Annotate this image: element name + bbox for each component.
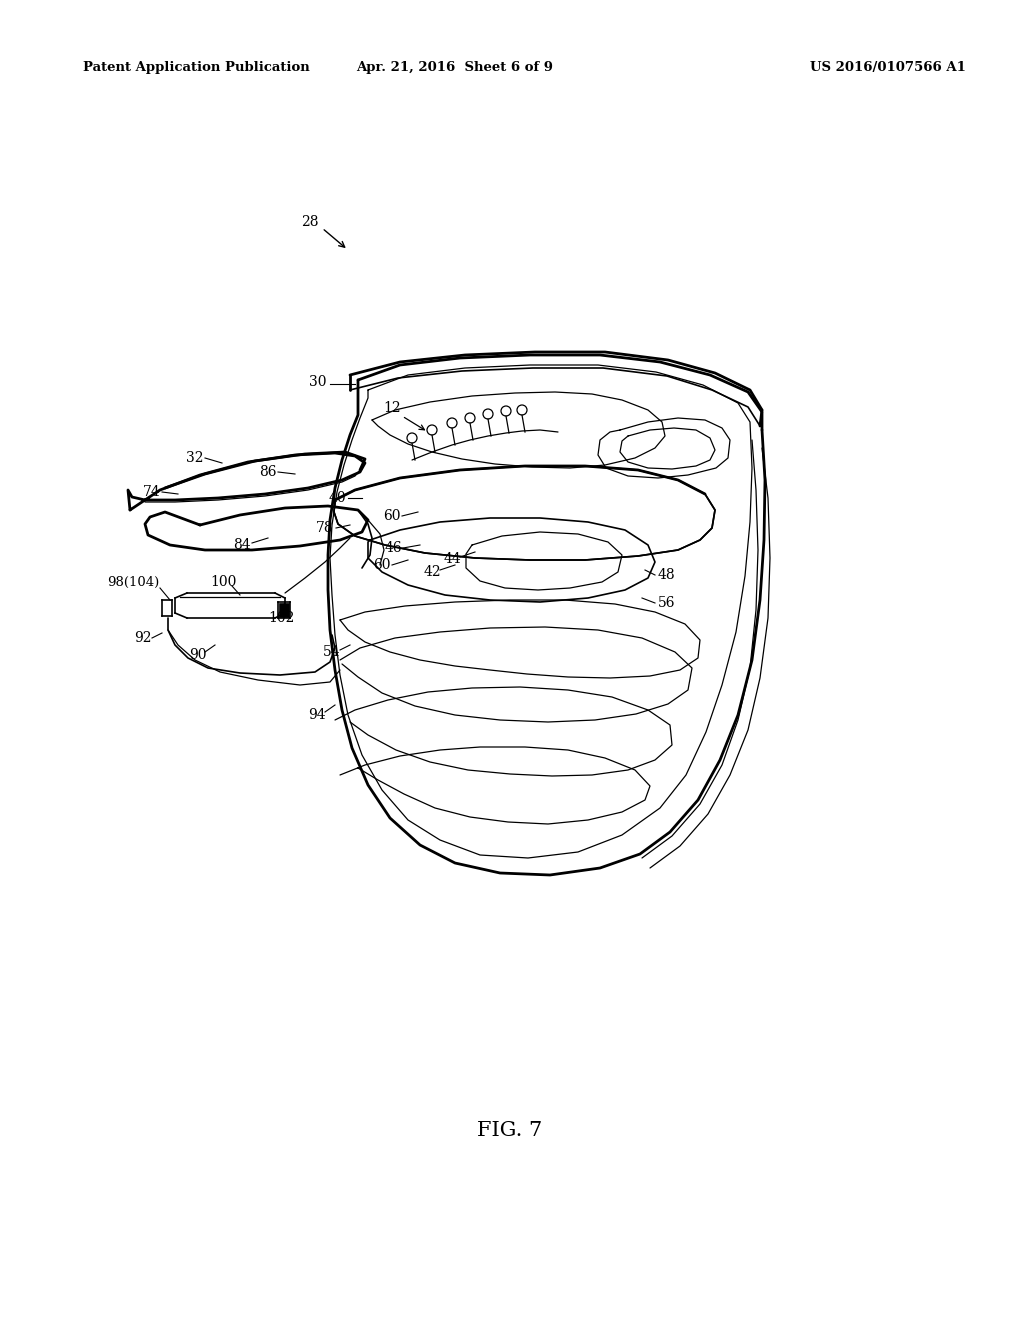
Text: US 2016/0107566 A1: US 2016/0107566 A1 — [810, 62, 966, 74]
Bar — [279, 603, 289, 616]
Text: 84: 84 — [233, 539, 251, 552]
Text: Apr. 21, 2016  Sheet 6 of 9: Apr. 21, 2016 Sheet 6 of 9 — [356, 62, 554, 74]
Text: 60: 60 — [374, 558, 391, 572]
Text: 42: 42 — [423, 565, 440, 579]
Text: 40: 40 — [328, 491, 346, 506]
Text: 44: 44 — [443, 552, 461, 566]
Text: 60: 60 — [383, 510, 400, 523]
Text: 48: 48 — [658, 568, 676, 582]
Text: FIG. 7: FIG. 7 — [477, 1121, 543, 1139]
Text: 54: 54 — [324, 645, 341, 659]
Text: 46: 46 — [384, 541, 401, 554]
Text: 100: 100 — [210, 576, 237, 589]
Text: 102: 102 — [269, 611, 295, 624]
Text: 56: 56 — [658, 597, 676, 610]
Text: Patent Application Publication: Patent Application Publication — [83, 62, 309, 74]
Text: 92: 92 — [134, 631, 152, 645]
Text: 98(104): 98(104) — [106, 576, 159, 589]
Text: 30: 30 — [309, 375, 327, 389]
Text: 94: 94 — [308, 708, 326, 722]
Text: 32: 32 — [186, 451, 204, 465]
Text: 74: 74 — [143, 484, 161, 499]
Text: 86: 86 — [259, 465, 276, 479]
Text: 12: 12 — [383, 401, 400, 414]
Text: 28: 28 — [301, 215, 318, 228]
Text: 90: 90 — [189, 648, 207, 663]
Text: 78: 78 — [316, 521, 334, 535]
